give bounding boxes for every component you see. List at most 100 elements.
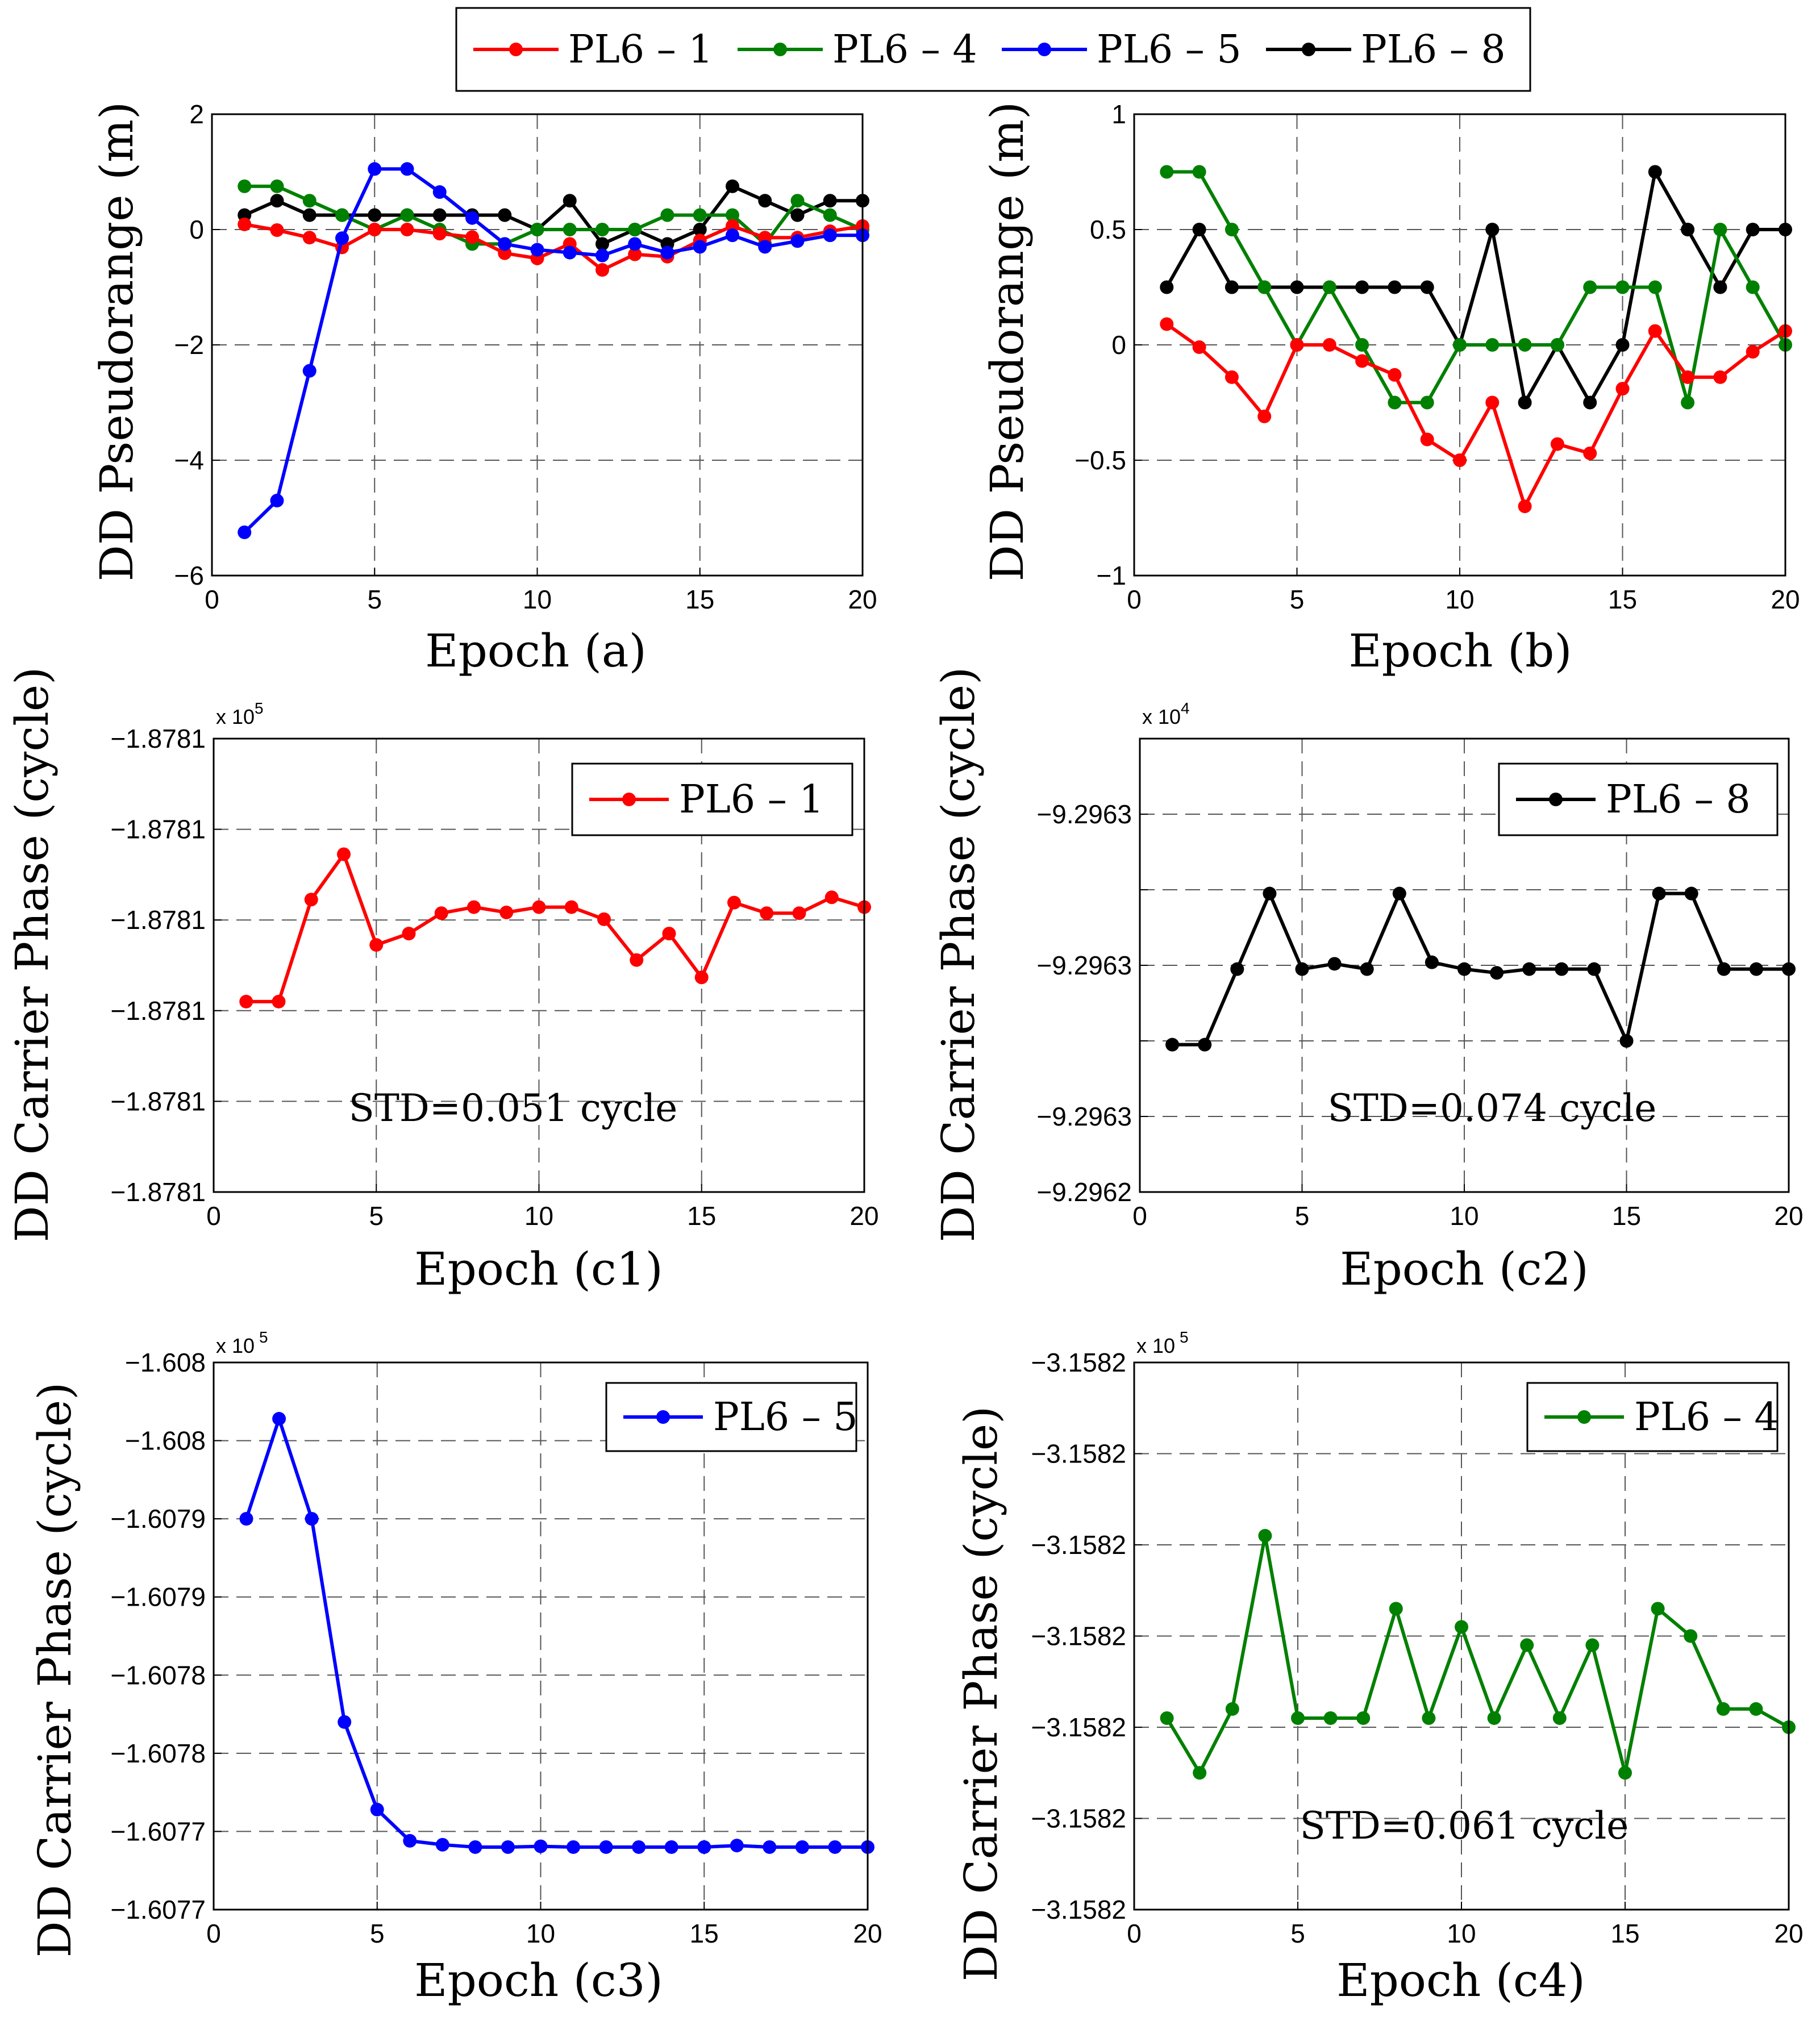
panel-legend-label: PL6 – 5 bbox=[713, 1395, 858, 1440]
data-point bbox=[730, 1839, 744, 1853]
data-point bbox=[1457, 962, 1471, 976]
y-tick-label: 2 bbox=[189, 99, 204, 129]
data-point bbox=[1615, 280, 1630, 294]
y-tick-label: 0 bbox=[1111, 330, 1126, 360]
data-point bbox=[563, 194, 577, 208]
data-point bbox=[1422, 1711, 1436, 1725]
y-tick-label: −0.5 bbox=[1074, 445, 1126, 475]
data-point bbox=[693, 240, 707, 254]
data-point bbox=[530, 243, 544, 257]
data-point bbox=[1550, 338, 1564, 352]
data-point bbox=[1257, 409, 1272, 423]
data-point bbox=[1455, 1620, 1468, 1634]
y-tick-label: −3.1582 bbox=[1031, 1622, 1126, 1651]
data-point bbox=[432, 185, 447, 199]
data-point bbox=[1485, 395, 1500, 410]
data-point bbox=[498, 237, 512, 251]
data-point bbox=[1360, 962, 1374, 976]
data-point bbox=[758, 194, 772, 208]
data-point bbox=[1160, 1711, 1174, 1725]
x-tick-label: 20 bbox=[853, 1919, 882, 1948]
data-point bbox=[432, 227, 447, 241]
y-tick-label: −3.1582 bbox=[1031, 1895, 1126, 1924]
plot-area: 0 5 10 15 20 −9.2963 −9.2963 −9.2963 −9.2962 PL6 … bbox=[1036, 737, 1804, 1231]
data-point bbox=[726, 208, 739, 222]
data-point bbox=[790, 194, 805, 208]
data-point bbox=[758, 240, 772, 254]
data-point bbox=[1746, 345, 1760, 359]
y-tick-label: −1.6078 bbox=[110, 1739, 206, 1768]
x-tick-label: 5 bbox=[370, 1919, 385, 1948]
data-point bbox=[1713, 370, 1727, 384]
y-axis-exponent-base: x 10 bbox=[216, 1334, 255, 1357]
data-point bbox=[1615, 338, 1630, 352]
data-point bbox=[270, 223, 284, 237]
y-tick-label: −1.8781 bbox=[110, 905, 206, 935]
data-point bbox=[467, 900, 481, 914]
data-point bbox=[1160, 317, 1174, 331]
panel-legend-label: PL6 – 4 bbox=[1634, 1395, 1779, 1440]
data-point bbox=[564, 900, 578, 914]
data-point bbox=[1485, 338, 1500, 352]
y-tick-label: −3.1582 bbox=[1031, 1712, 1126, 1742]
legend-marker bbox=[773, 43, 787, 56]
data-point bbox=[1356, 1711, 1371, 1725]
data-point bbox=[1165, 1037, 1180, 1052]
data-point bbox=[1420, 432, 1434, 447]
data-point bbox=[563, 223, 577, 236]
data-point bbox=[664, 1840, 678, 1854]
data-point bbox=[1648, 165, 1662, 179]
plot-area: 0 5 10 15 20 −1.608 −1.608 −1.6079 −1.6079 −1.607… bbox=[110, 1348, 882, 1948]
legend-label: PL6 – 1 bbox=[568, 27, 713, 72]
y-tick-label: −1.608 bbox=[125, 1426, 206, 1456]
data-point bbox=[595, 248, 609, 262]
data-point bbox=[534, 1839, 548, 1853]
axes-frame bbox=[211, 113, 864, 577]
x-tick-label: 15 bbox=[1608, 585, 1637, 614]
data-point bbox=[567, 1840, 581, 1854]
data-point bbox=[400, 162, 414, 176]
x-tick-label: 15 bbox=[1612, 1201, 1641, 1231]
data-point bbox=[1555, 962, 1569, 976]
panel-legend-marker bbox=[622, 793, 636, 806]
y-tick-label: −1.608 bbox=[125, 1348, 206, 1377]
x-tick-label: 15 bbox=[1610, 1919, 1639, 1948]
data-point bbox=[302, 208, 316, 222]
x-tick-label: 15 bbox=[685, 585, 714, 614]
data-point bbox=[760, 906, 774, 920]
data-point bbox=[693, 223, 707, 236]
data-point bbox=[1651, 1602, 1665, 1616]
data-point bbox=[1392, 886, 1406, 901]
axes-frame bbox=[1139, 737, 1790, 1193]
x-tick-label: 5 bbox=[369, 1201, 384, 1231]
y-axis-exponent-power: 5 bbox=[255, 699, 264, 717]
data-point bbox=[335, 208, 349, 222]
data-point bbox=[1487, 1711, 1501, 1725]
legend-label: PL6 – 5 bbox=[1097, 27, 1242, 72]
data-point bbox=[302, 194, 316, 208]
x-tick-label: 0 bbox=[206, 1919, 221, 1948]
x-tick-label: 5 bbox=[1295, 1201, 1310, 1231]
data-point bbox=[369, 938, 384, 952]
y-axis-exponent: x 10 5 bbox=[1136, 1328, 1189, 1357]
x-tick-label: 5 bbox=[1290, 1919, 1305, 1948]
data-point bbox=[368, 208, 382, 222]
x-axis-label: Epoch (c3) bbox=[414, 1954, 663, 2007]
y-axis-label: DD Carrier Phase (cycle) bbox=[955, 1406, 1007, 1982]
data-point bbox=[1193, 1766, 1207, 1780]
data-point bbox=[1425, 955, 1439, 969]
y-tick-label: −1.6077 bbox=[110, 1816, 206, 1846]
series-pl6-5 bbox=[238, 162, 869, 539]
data-point bbox=[1713, 280, 1727, 294]
data-point bbox=[1420, 280, 1434, 294]
series-line bbox=[1167, 170, 1787, 405]
data-point bbox=[465, 211, 479, 225]
data-point bbox=[400, 208, 414, 222]
data-point bbox=[1518, 499, 1532, 514]
data-point bbox=[501, 1840, 515, 1854]
series-pl6-4 bbox=[1160, 165, 1792, 410]
data-point bbox=[1291, 1711, 1305, 1725]
x-tick-label: 0 bbox=[206, 1201, 221, 1231]
x-tick-label: 15 bbox=[687, 1201, 716, 1231]
data-point bbox=[1652, 886, 1666, 901]
